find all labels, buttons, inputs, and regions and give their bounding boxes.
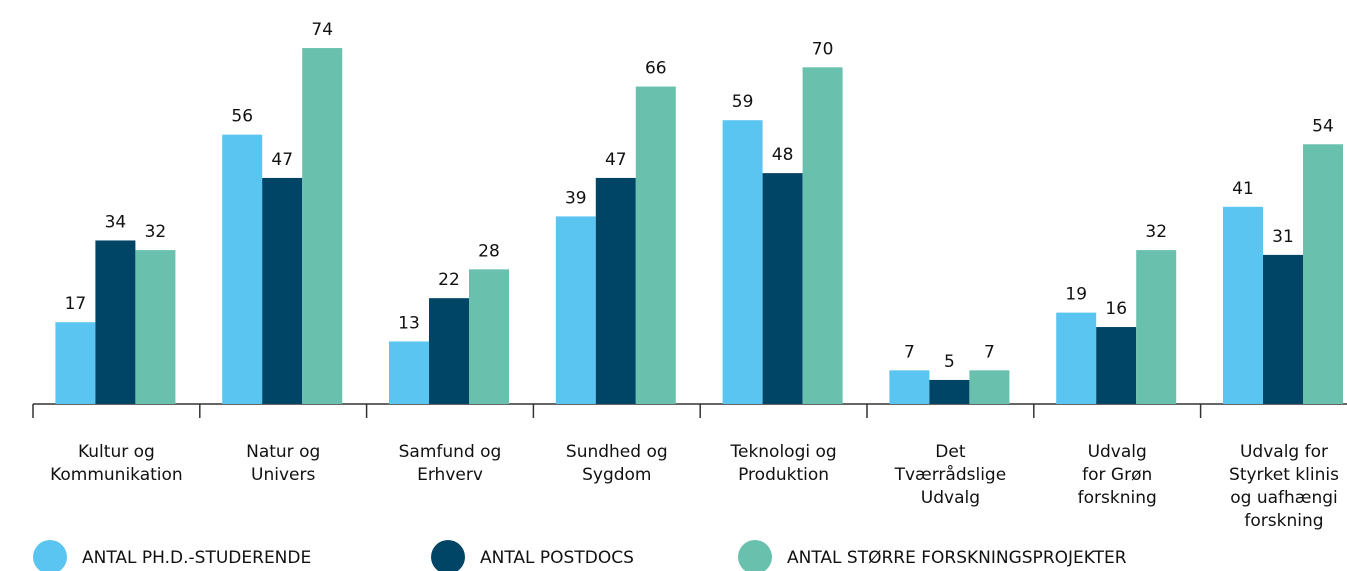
value-label: 59 [732,92,754,112]
bar [429,298,469,404]
legend-label: ANTAL POSTDOCS [480,548,634,568]
value-label: 13 [398,313,420,333]
bar [1096,327,1137,404]
bar [969,370,1010,404]
value-label: 19 [1065,285,1087,305]
x-tick-label: Kultur og Kommunikation [50,442,183,485]
legend-swatch [431,540,465,571]
x-tick-label: Teknologi og Produktion [729,442,836,485]
value-label: 34 [105,212,127,232]
x-tick-label: Natur og Univers [246,442,320,485]
value-label: 7 [904,342,915,362]
x-tick-label: Det Tværrådslige Udvalg [894,442,1007,508]
bar [389,341,429,404]
bar [95,240,136,404]
bar [889,370,930,404]
bar [222,134,263,404]
x-tick-label: Udvalg for Grøn forskning [1078,442,1157,508]
bar [135,250,176,404]
value-label: 5 [944,352,955,372]
value-label: 28 [478,241,500,261]
bar [1303,144,1343,404]
bar [762,173,803,404]
value-label: 56 [231,107,253,127]
value-label: 17 [65,294,87,314]
x-tick-label: Samfund og Erhverv [399,442,502,485]
value-label: 41 [1232,179,1254,199]
value-label: 31 [1272,227,1294,247]
bar [262,177,303,404]
value-label: 54 [1312,116,1334,136]
legend-label: ANTAL PH.D.-STUDERENDE [82,548,311,568]
value-label: 70 [812,39,834,59]
bar [302,48,343,405]
bar [595,177,636,404]
bar [1136,250,1177,404]
value-label: 39 [565,188,587,208]
value-label: 74 [311,20,333,40]
value-label: 48 [772,145,794,165]
bar [1056,312,1097,404]
bar [635,86,676,404]
value-label: 47 [605,150,627,170]
bar [469,269,509,404]
bar [802,67,843,405]
value-label: 66 [645,59,667,79]
bar [1263,254,1303,404]
value-label: 7 [984,342,995,362]
bar [722,120,763,405]
bar [555,216,596,404]
x-tick-label: Udvalg for Styrket klinis og uafhængi forsk… [1229,442,1339,531]
legend-swatch [738,540,772,571]
bar [929,379,970,404]
x-tick-label: Sundhed og Sygdom [566,442,668,485]
legend-swatch [33,540,67,571]
value-label: 32 [145,222,167,242]
value-label: 32 [1145,222,1167,242]
bar [1223,206,1263,404]
legend-label: ANTAL STØRRE FORSKNINGSPROJEKTER [787,548,1127,568]
bar [55,322,96,404]
value-label: 16 [1105,299,1127,319]
value-label: 47 [271,150,293,170]
value-label: 22 [438,270,460,290]
